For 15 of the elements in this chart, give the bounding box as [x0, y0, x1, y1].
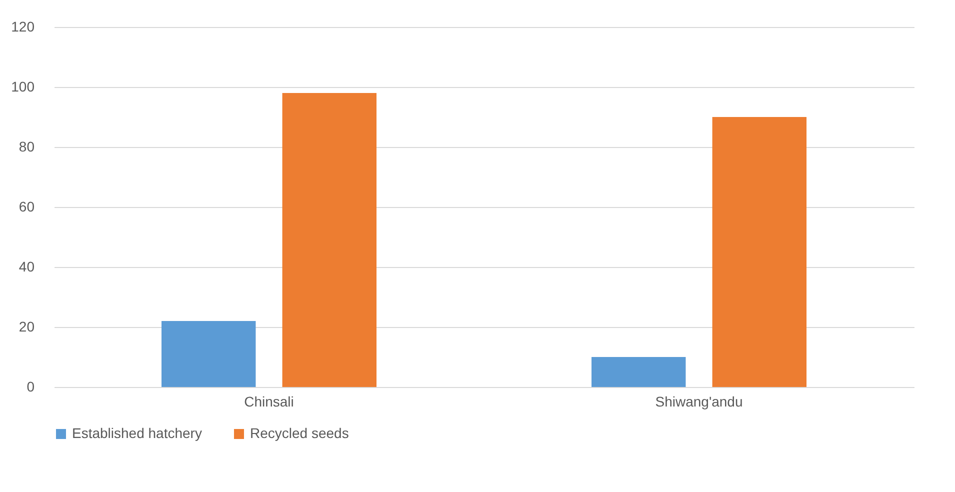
y-tick-label: 60 — [18, 198, 35, 214]
y-tick-label: 0 — [26, 378, 35, 394]
bar — [592, 357, 686, 387]
y-tick-label: 120 — [11, 18, 35, 34]
legend-label: Established hatchery — [72, 425, 202, 441]
y-tick-label: 80 — [18, 138, 35, 154]
y-tick-label: 40 — [18, 258, 35, 274]
y-tick-label: 20 — [18, 318, 35, 334]
x-tick-label: Chinsali — [244, 394, 294, 410]
x-tick-label: Shiwang'andu — [655, 394, 743, 410]
y-tick-label: 100 — [11, 78, 35, 94]
bar — [282, 93, 376, 387]
bar — [162, 321, 256, 387]
legend-label: Recycled seeds — [250, 425, 349, 441]
bar — [712, 117, 806, 387]
